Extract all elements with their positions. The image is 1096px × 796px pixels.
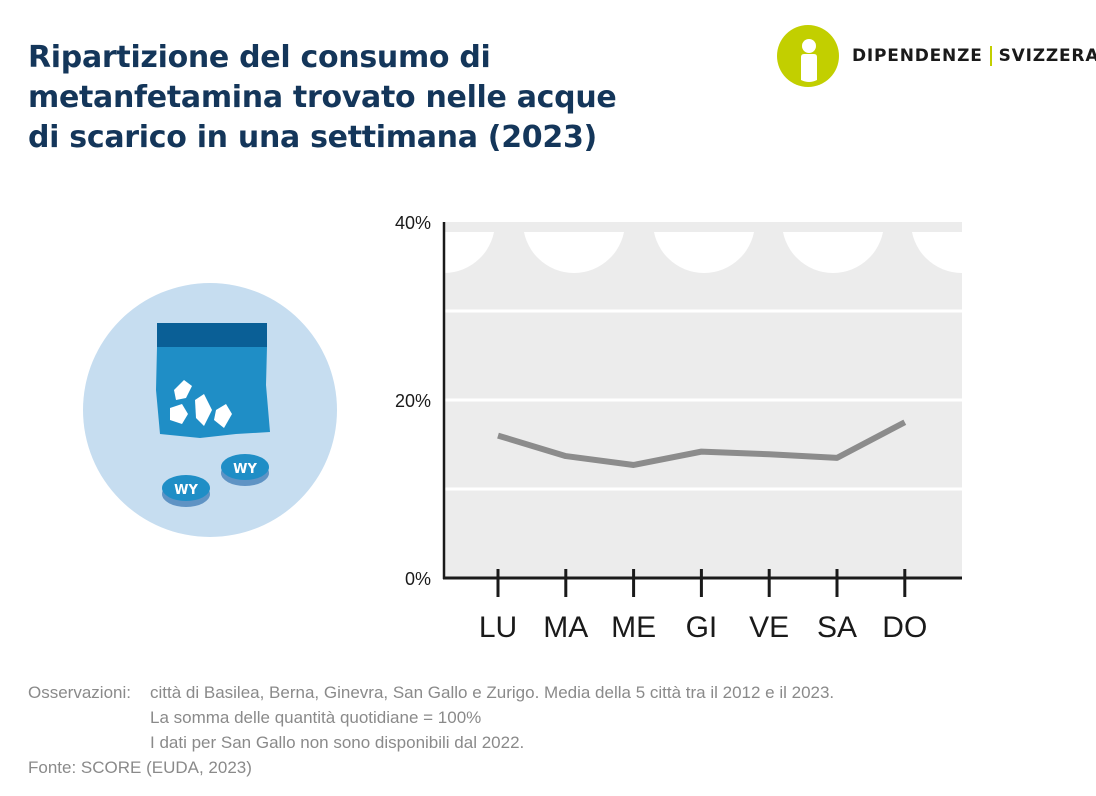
notes-line: I dati per San Gallo non sono disponibil… bbox=[150, 733, 525, 752]
x-tick-label: VE bbox=[749, 611, 789, 644]
notes-label: Osservazioni: bbox=[28, 683, 131, 702]
pill-label: WY bbox=[233, 462, 257, 477]
pill-label: WY bbox=[174, 483, 198, 498]
x-tick-label: ME bbox=[611, 611, 656, 644]
y-tick-label: 40% bbox=[395, 213, 431, 233]
series-line bbox=[497, 419, 907, 468]
source-note: Fonte: SCORE (EUDA, 2023) bbox=[28, 758, 252, 777]
chart-title: Ripartizione del consumo di metanfetamin… bbox=[28, 38, 688, 158]
title-line: di scarico in una settimana (2023) bbox=[28, 120, 597, 155]
x-tick-label: DO bbox=[882, 611, 927, 644]
y-tick-label: 0% bbox=[405, 569, 431, 589]
brand-separator bbox=[989, 46, 992, 66]
person-in-circle-icon bbox=[777, 25, 839, 87]
scallop-decoration bbox=[444, 222, 962, 273]
brand-name: DIPENDENZE SVIZZERA bbox=[852, 46, 1096, 66]
x-tick-label: LU bbox=[479, 611, 517, 644]
brand-logo: DIPENDENZE SVIZZERA bbox=[776, 24, 1096, 88]
notes-line: città di Basilea, Berna, Ginevra, San Ga… bbox=[150, 683, 835, 702]
notes-line: La somma delle quantità quotidiane = 100… bbox=[150, 708, 482, 727]
chart-notes: Osservazioni: città di Basilea, Berna, G… bbox=[28, 680, 834, 780]
title-line: metanfetamina trovato nelle acque bbox=[28, 80, 617, 115]
chart-canvas: WY WY 0% 20% 40% LU MA ME GI VE SA DO bbox=[83, 213, 962, 644]
brand-name-right: SVIZZERA bbox=[998, 46, 1096, 66]
x-tick-label: SA bbox=[817, 611, 857, 644]
title-line: Ripartizione del consumo di bbox=[28, 40, 491, 75]
drug-bag-and-pills-icon: WY WY bbox=[83, 283, 337, 537]
x-tick-label: MA bbox=[543, 611, 588, 644]
x-tick-label: GI bbox=[686, 611, 718, 644]
brand-name-left: DIPENDENZE bbox=[852, 46, 983, 66]
y-tick-label: 20% bbox=[395, 391, 431, 411]
